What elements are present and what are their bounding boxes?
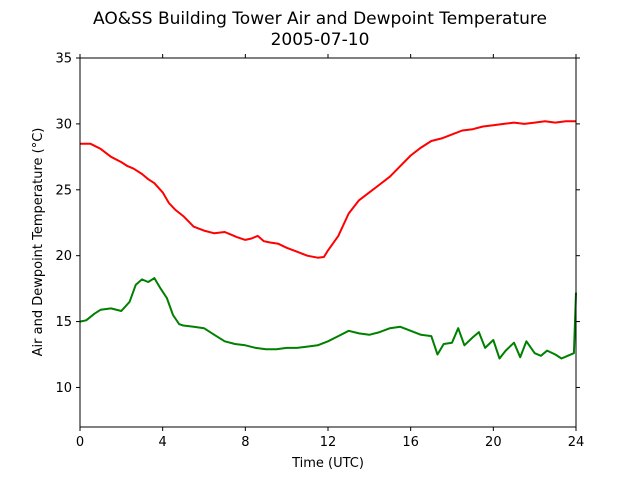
y-tick-label-0: 10	[55, 381, 72, 396]
y-tick-label-2: 20	[55, 249, 72, 264]
x-tick-label-5: 20	[485, 435, 502, 450]
y-tick-label-1: 15	[55, 315, 72, 330]
chart-title: AO&SS Building Tower Air and Dewpoint Te…	[93, 9, 547, 29]
x-tick-label-0: 0	[76, 435, 84, 450]
y-tick-label-5: 35	[55, 52, 72, 67]
x-tick-label-6: 24	[568, 435, 585, 450]
x-tick-label-2: 8	[241, 435, 249, 450]
x-tick-label-4: 16	[402, 435, 419, 450]
series-line-0	[80, 120, 576, 259]
x-tick-label-3: 12	[320, 435, 337, 450]
y-axis: 10 15 20 25 30 35	[55, 52, 580, 396]
y-axis-label: Air and Dewpoint Temperature (°C)	[31, 128, 46, 357]
series-line-1	[79, 277, 577, 360]
x-tick-label-1: 4	[159, 435, 167, 450]
x-axis-label: Time (UTC)	[291, 456, 364, 471]
y-tick-label-4: 30	[55, 117, 72, 132]
y-tick-label-3: 25	[55, 183, 72, 198]
chart-subtitle: 2005-07-10	[271, 30, 370, 50]
series-layer	[79, 120, 577, 360]
x-axis: 0 4 8 12 16 20 24	[76, 54, 584, 450]
